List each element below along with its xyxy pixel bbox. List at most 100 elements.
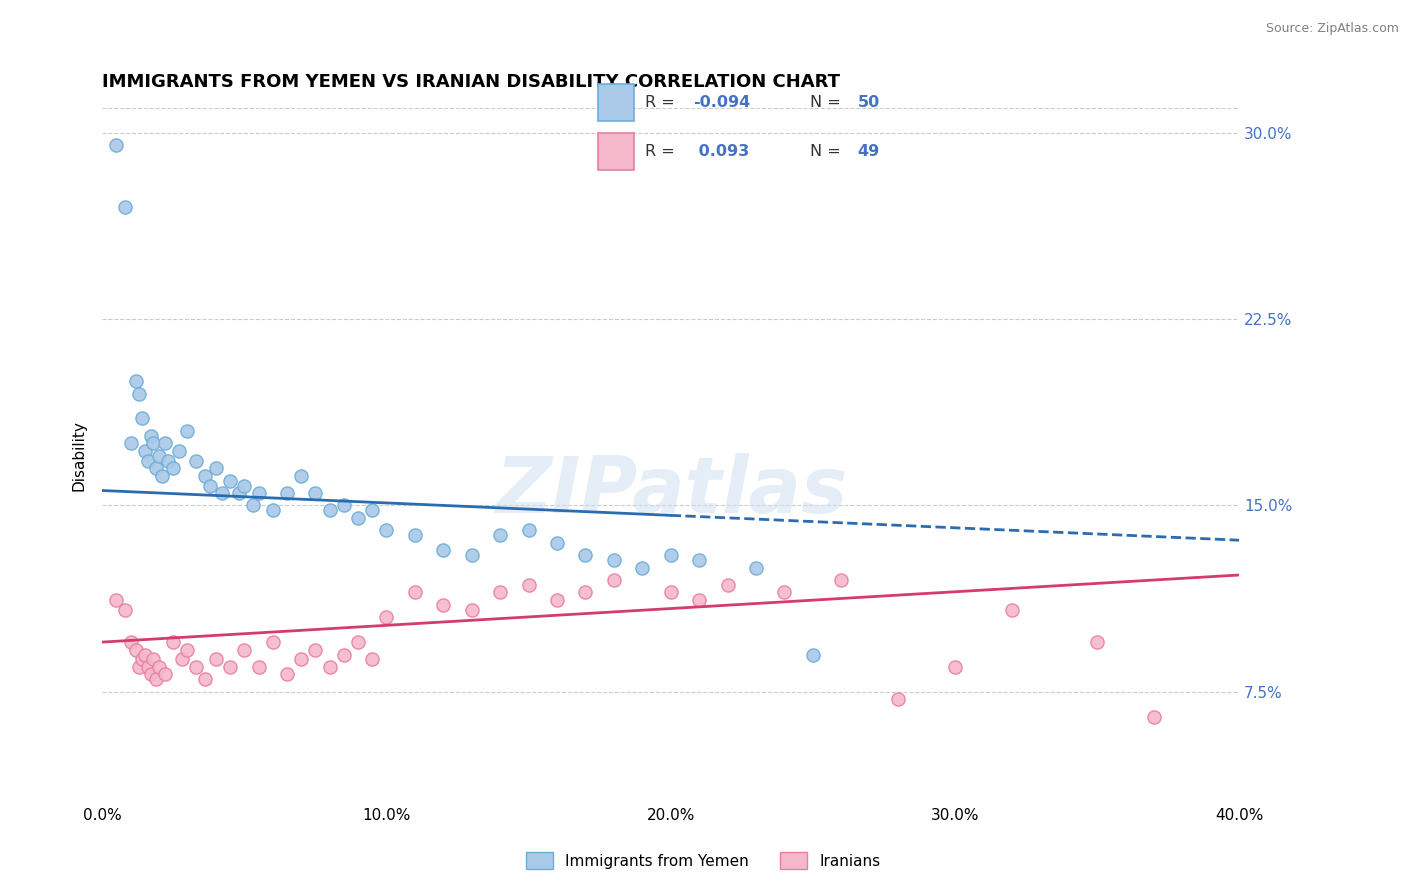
Text: -0.094: -0.094 [693,95,751,110]
Text: R =: R = [645,145,681,160]
Point [830,573,852,587]
Point [148,449,170,463]
Point [105,138,128,153]
Point [153,667,176,681]
Point [489,528,512,542]
Point [150,468,173,483]
Point [205,652,228,666]
Point [517,578,540,592]
Text: 50: 50 [858,95,880,110]
Point [887,692,910,706]
FancyBboxPatch shape [598,133,634,170]
Point [304,486,326,500]
Point [139,667,162,681]
Point [262,503,284,517]
Point [148,660,170,674]
Point [145,673,167,687]
Point [211,486,233,500]
Point [167,443,190,458]
Point [631,560,654,574]
Point [142,652,165,666]
Text: N =: N = [810,95,846,110]
Point [131,411,153,425]
Point [120,436,142,450]
Point [432,598,454,612]
Point [489,585,512,599]
Point [375,610,398,624]
Point [1001,603,1024,617]
Point [136,453,159,467]
Text: IMMIGRANTS FROM YEMEN VS IRANIAN DISABILITY CORRELATION CHART: IMMIGRANTS FROM YEMEN VS IRANIAN DISABIL… [103,73,841,91]
Point [134,443,156,458]
Point [574,585,596,599]
Point [603,553,626,567]
Point [184,660,207,674]
Point [262,635,284,649]
Point [139,429,162,443]
Text: 0.093: 0.093 [693,145,749,160]
Point [347,511,370,525]
Point [375,523,398,537]
Point [200,478,222,492]
Point [142,436,165,450]
Point [153,436,176,450]
Point [347,635,370,649]
Point [659,548,682,562]
Point [801,648,824,662]
Point [128,660,150,674]
FancyBboxPatch shape [598,84,634,121]
Point [276,667,298,681]
Point [461,603,484,617]
Point [114,200,136,214]
Point [125,642,148,657]
Point [120,635,142,649]
Point [247,660,270,674]
Point [688,592,710,607]
Point [156,453,179,467]
Point [290,652,312,666]
Point [162,461,184,475]
Point [304,642,326,657]
Point [546,592,568,607]
Text: 49: 49 [858,145,880,160]
Point [361,503,384,517]
Point [517,523,540,537]
Point [773,585,796,599]
Point [404,585,426,599]
Point [1085,635,1108,649]
Point [176,424,198,438]
Point [361,652,384,666]
Point [228,486,250,500]
Point [131,652,153,666]
Point [193,468,215,483]
Text: N =: N = [810,145,846,160]
Point [943,660,966,674]
Point [184,453,207,467]
Point [318,503,340,517]
Point [333,648,356,662]
Point [233,642,256,657]
Point [219,474,242,488]
Text: R =: R = [645,95,681,110]
Point [716,578,738,592]
Point [176,642,198,657]
Point [170,652,193,666]
Point [242,499,264,513]
Y-axis label: Disability: Disability [72,420,86,491]
Legend: Immigrants from Yemen, Iranians: Immigrants from Yemen, Iranians [519,846,887,875]
Point [603,573,626,587]
Point [162,635,184,649]
Text: Source: ZipAtlas.com: Source: ZipAtlas.com [1265,22,1399,36]
Point [290,468,312,483]
Point [233,478,256,492]
Point [461,548,484,562]
Point [247,486,270,500]
Text: ZIPatlas: ZIPatlas [495,452,846,528]
Point [276,486,298,500]
Point [219,660,242,674]
Point [193,673,215,687]
Point [318,660,340,674]
Point [745,560,768,574]
Point [688,553,710,567]
Point [205,461,228,475]
